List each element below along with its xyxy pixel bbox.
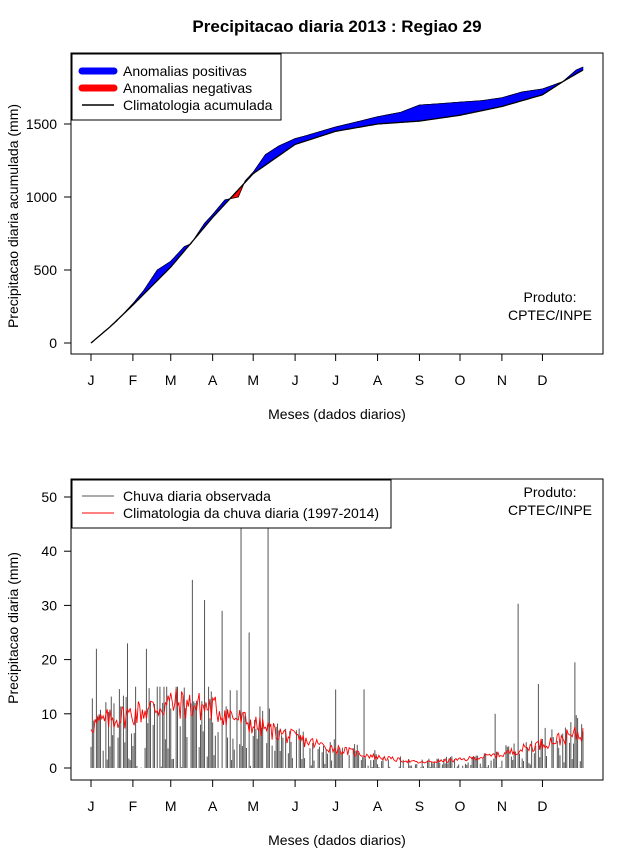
p1-legend-label-negative: Anomalias negativas [123,80,252,96]
p2-axes: 0 10 20 30 40 50 J F M A M J J A S O N D [41,489,547,814]
p2-x-tick-label: M [165,798,177,814]
p1-legend: Anomalias positivas Anomalias negativas … [71,53,282,121]
p1-x-axis-label: Meses (dados diarios) [268,406,406,422]
p2-plot-area [90,497,584,768]
p2-y-axis-label: Precipitacao diaria (mm) [5,552,21,704]
p1-plot-area [90,66,584,344]
daily-climatology-line [90,688,584,764]
observed-cumulative-line [90,66,584,344]
p2-y-tick-label: 10 [41,706,57,722]
p1-x-tick-label: J [88,372,95,388]
p2-x-tick-label: A [373,798,383,814]
p2-x-tick-label: J [332,798,339,814]
p1-x-tick-label: J [292,372,299,388]
p1-x-tick-label: A [208,372,218,388]
p2-x-tick-label: D [537,798,547,814]
climatology-cumulative-line [90,69,584,344]
p1-x-tick-label: F [129,372,138,388]
p2-y-tick-label: 40 [41,543,57,559]
p2-note-line1: Produto: [524,484,577,500]
p1-y-tick-label: 0 [49,335,57,351]
p2-x-tick-label: J [292,798,299,814]
p1-axes: 0 500 1000 1500 J F M A M J J A S O N D [26,116,548,388]
p2-x-axis-label: Meses (dados diarios) [268,832,406,848]
p2-x-tick-label: O [455,798,466,814]
chart-title: Precipitacao diaria 2013 : Regiao 29 [192,17,481,36]
p1-y-axis-label: Precipitacao diaria acumulada (mm) [5,104,21,328]
p1-x-tick-label: M [165,372,177,388]
p2-y-tick-label: 0 [49,760,57,776]
p1-note-line1: Produto: [524,289,577,305]
p2-x-tick-label: M [247,798,259,814]
p1-x-tick-label: M [247,372,259,388]
p2-note-line2: CPTEC/INPE [508,502,592,518]
p2-x-tick-label: J [88,798,95,814]
p1-note-line2: CPTEC/INPE [508,307,592,323]
p1-x-tick-label: N [497,372,507,388]
p2-x-tick-label: F [129,798,138,814]
p1-x-tick-label: J [332,372,339,388]
p2-x-tick-label: S [415,798,424,814]
p1-legend-label-climatology: Climatologia acumulada [123,97,273,113]
p2-legend: Chuva diaria observada Climatologia da c… [71,479,392,529]
p2-legend-label-observed: Chuva diaria observada [123,488,271,504]
p2-y-tick-label: 30 [41,597,57,613]
p1-x-tick-label: D [537,372,547,388]
p1-x-tick-label: S [415,372,424,388]
p1-y-tick-label: 500 [34,262,58,278]
p2-legend-label-climatology: Climatologia da chuva diaria (1997-2014) [123,505,379,521]
p1-y-tick-label: 1000 [26,189,57,205]
p2-y-tick-label: 20 [41,652,57,668]
p2-x-tick-label: A [208,798,218,814]
p1-x-tick-label: O [455,372,466,388]
p2-y-tick-label: 50 [41,489,57,505]
p1-legend-label-positive: Anomalias positivas [123,63,247,79]
p1-y-tick-label: 1500 [26,116,57,132]
p1-x-tick-label: A [373,372,383,388]
p2-legend-box [71,479,392,529]
p2-x-tick-label: N [497,798,507,814]
